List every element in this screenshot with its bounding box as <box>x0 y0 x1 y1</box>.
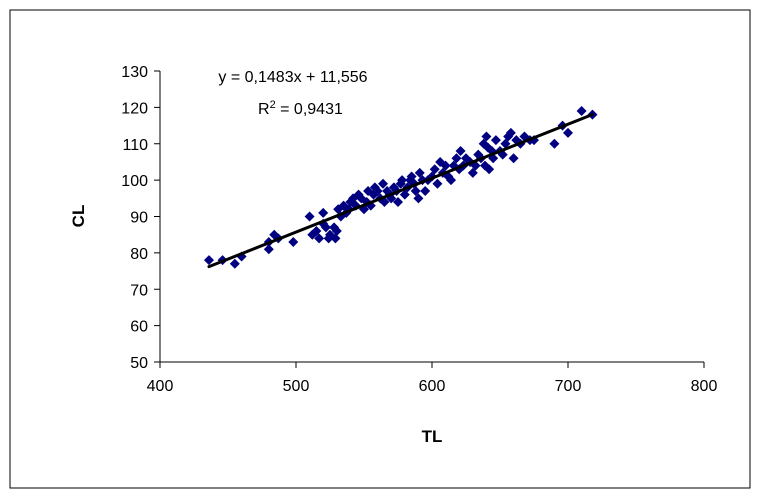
x-tick-label: 800 <box>691 378 718 395</box>
data-point-marker <box>432 178 443 189</box>
r-squared-value: = 0,9431 <box>276 101 343 118</box>
y-tick-label: 110 <box>122 137 148 154</box>
data-point-marker <box>481 131 492 142</box>
data-point-marker <box>484 164 495 175</box>
chart-area-border <box>9 9 751 489</box>
x-tick-label: 600 <box>419 378 446 395</box>
data-point-marker <box>576 106 587 117</box>
data-point-marker <box>318 207 329 218</box>
data-point-marker <box>378 178 389 189</box>
tick-marks <box>154 70 705 368</box>
y-tick-label: 50 <box>130 355 148 372</box>
data-point-marker <box>331 226 342 237</box>
trendline <box>207 113 594 269</box>
data-point-marker <box>304 211 315 222</box>
data-point-marker <box>236 251 247 262</box>
x-axis-title: TL <box>422 427 443 446</box>
r-squared-label: R2 = 0,9431 <box>258 99 343 118</box>
data-point-marker <box>263 244 274 255</box>
x-tick-label: 400 <box>147 378 174 395</box>
data-point-marker <box>455 146 466 157</box>
data-point-marker <box>397 175 408 186</box>
r-squared-prefix: R <box>258 101 270 118</box>
y-tick-label: 100 <box>121 173 148 190</box>
data-point-marker <box>330 233 341 244</box>
y-tick-label: 70 <box>130 282 148 299</box>
data-point-marker <box>288 236 299 247</box>
trendline-equation: y = 0,1483x + 11,556 <box>218 69 367 86</box>
data-point-marker <box>393 196 403 207</box>
y-tick-label: 80 <box>130 246 148 263</box>
data-point-marker <box>508 153 519 164</box>
data-point-marker <box>314 233 325 244</box>
data-point-marker <box>549 138 560 149</box>
y-tick-label: 60 <box>130 319 148 336</box>
data-point-marker <box>420 186 431 197</box>
y-tick-label: 120 <box>121 100 148 117</box>
y-tick-label: 90 <box>130 210 148 227</box>
data-point-marker <box>413 193 424 204</box>
data-point-marker <box>229 258 240 269</box>
y-tick-label: 130 <box>121 64 148 81</box>
data-point-marker <box>446 175 457 186</box>
x-tick-label: 700 <box>555 378 582 395</box>
data-point-marker <box>563 127 573 138</box>
trendline-group <box>207 113 594 269</box>
data-point-marker <box>505 127 516 138</box>
data-point-marker <box>451 153 462 164</box>
x-tick-label: 500 <box>283 378 310 395</box>
data-point-marker <box>320 222 331 233</box>
data-point-marker <box>490 135 501 146</box>
r-squared-superscript: 2 <box>270 99 276 111</box>
data-point-marker <box>203 255 214 266</box>
y-axis-title: CL <box>69 205 88 228</box>
tick-labels: 50 60 70 80 90 100 110 120 130 400 500 600 700 800 <box>121 64 717 395</box>
data-point-marker <box>429 164 440 175</box>
data-point-marker <box>440 160 451 171</box>
